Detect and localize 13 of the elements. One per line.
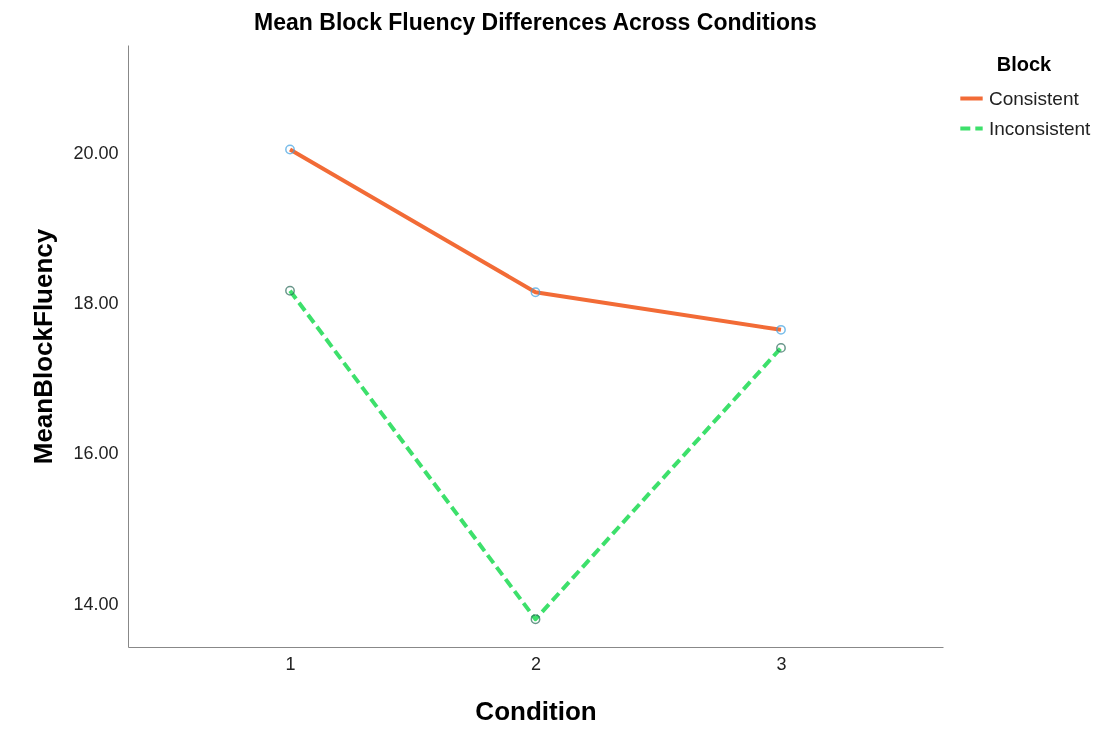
chart-title: Mean Block Fluency Differences Across Conditions bbox=[254, 9, 817, 35]
x-tick-label: 3 bbox=[776, 653, 787, 674]
y-tick-label: 16.00 bbox=[73, 443, 119, 464]
y-tick-label: 14.00 bbox=[73, 593, 119, 614]
y-axis-title: MeanBlockFluency bbox=[28, 228, 59, 465]
y-tick-label: 20.00 bbox=[73, 142, 119, 163]
legend-label: Inconsistent bbox=[989, 117, 1092, 139]
x-tick-label: 1 bbox=[285, 653, 296, 674]
legend-label: Consistent bbox=[989, 87, 1080, 109]
y-tick-label: 18.00 bbox=[73, 293, 119, 314]
x-tick-label: 2 bbox=[530, 653, 542, 674]
legend-title: Block bbox=[996, 53, 1053, 75]
x-axis-title: Condition bbox=[475, 695, 597, 726]
